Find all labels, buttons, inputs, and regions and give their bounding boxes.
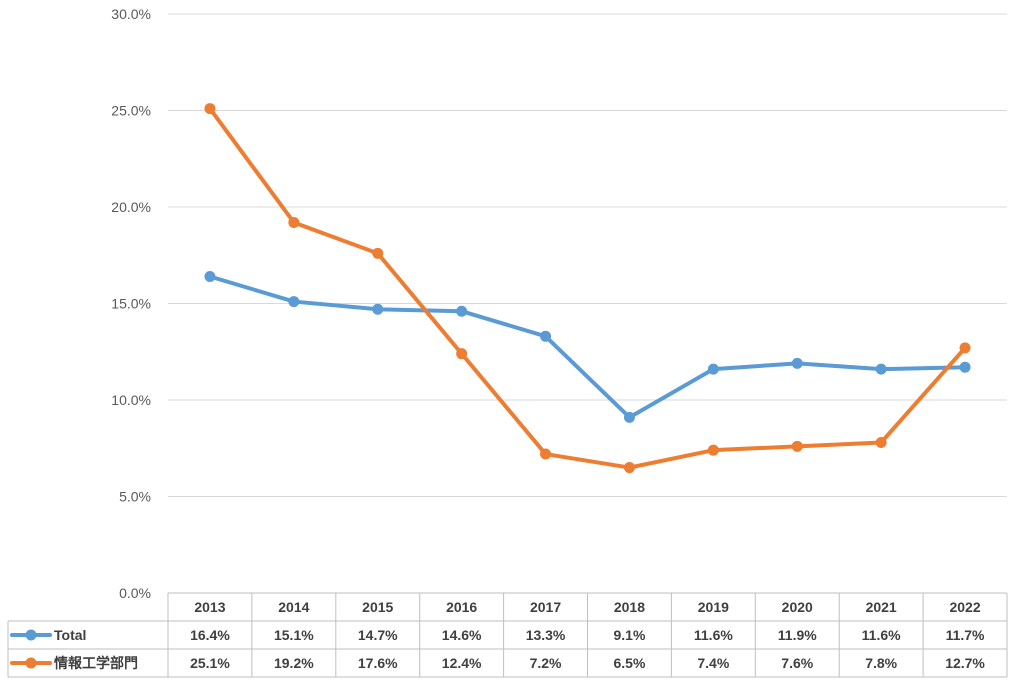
data-point — [288, 296, 300, 308]
data-point — [540, 448, 552, 460]
table-value-cell: 11.6% — [694, 627, 733, 643]
table-value-cell: 13.3% — [526, 627, 566, 643]
series-group — [204, 103, 971, 474]
series-line — [207, 106, 968, 470]
data-point — [875, 436, 887, 448]
data-point — [204, 270, 216, 282]
x-category-label: 2020 — [782, 599, 813, 615]
table-value-cell: 11.9% — [778, 627, 817, 643]
y-tick-label: 20.0% — [111, 199, 151, 215]
gridlines — [168, 13, 1007, 497]
series-lines — [204, 103, 971, 474]
data-point — [456, 348, 468, 360]
table-value-cell: 19.2% — [274, 655, 314, 671]
table-value-cell: 11.7% — [946, 627, 985, 643]
table-value-cell: 12.4% — [442, 655, 482, 671]
legend-series-name: 情報工学部門 — [54, 655, 138, 671]
data-point — [707, 363, 719, 375]
data-point — [791, 440, 803, 452]
table-value-cell: 6.5% — [613, 655, 645, 671]
y-tick-label: 10.0% — [111, 392, 151, 408]
data-point — [707, 444, 719, 456]
data-point — [288, 216, 300, 228]
series-line — [207, 274, 968, 420]
x-category-label: 2015 — [362, 599, 393, 615]
x-category-label: 2014 — [278, 599, 309, 615]
table-value-cell: 14.6% — [442, 627, 482, 643]
data-point — [372, 247, 384, 259]
y-tick-label: 5.0% — [119, 489, 151, 505]
y-tick-label: 0.0% — [119, 585, 151, 601]
table-value-cell: 7.8% — [865, 655, 897, 671]
y-tick-label: 30.0% — [111, 6, 151, 22]
series-group — [204, 270, 971, 423]
legend-series-name: Total — [54, 627, 86, 643]
table-value-cell: 17.6% — [358, 655, 398, 671]
table-value-cell: 25.1% — [190, 655, 230, 671]
data-point — [540, 330, 552, 342]
y-tick-label: 15.0% — [111, 296, 151, 312]
data-table: 2013 2014 2015 2016 2017 2018 2019 2020 2021 2022… — [7, 592, 1008, 678]
x-category-label: 2021 — [866, 599, 897, 615]
table-value-cell: 9.1% — [613, 627, 645, 643]
x-category-label: 2017 — [530, 599, 561, 615]
legend-key-marker — [25, 657, 37, 669]
data-point — [372, 303, 384, 315]
y-axis-ticks: 0.0% 5.0% 10.0% 15.0% 20.0% 25.0% 30.0% — [111, 6, 151, 601]
table-value-cell: 7.6% — [781, 655, 813, 671]
table-value-cell: 16.4% — [190, 627, 230, 643]
data-point — [875, 363, 887, 375]
y-tick-label: 25.0% — [111, 103, 151, 119]
x-category-label: 2016 — [446, 599, 477, 615]
x-category-label: 2018 — [614, 599, 645, 615]
data-point — [959, 342, 971, 354]
table-value-cell: 15.1% — [274, 627, 314, 643]
table-value-cell: 7.2% — [530, 655, 562, 671]
data-point — [623, 411, 635, 423]
x-category-label: 2022 — [949, 599, 980, 615]
data-point — [204, 103, 216, 115]
data-point — [623, 462, 635, 474]
data-point — [959, 361, 971, 373]
table-value-cell: 11.6% — [862, 627, 901, 643]
x-category-label: 2013 — [194, 599, 225, 615]
data-point — [456, 305, 468, 317]
data-point — [791, 357, 803, 369]
x-category-label: 2019 — [698, 599, 729, 615]
legend-key-marker — [25, 629, 37, 641]
table-value-cell: 7.4% — [697, 655, 729, 671]
table-value-cell: 14.7% — [358, 627, 398, 643]
table-value-cell: 12.7% — [945, 655, 985, 671]
